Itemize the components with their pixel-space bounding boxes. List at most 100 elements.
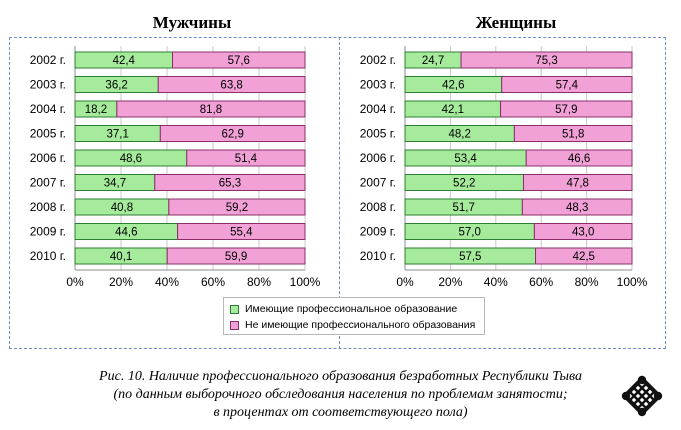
x-tick-label: 0%: [396, 275, 414, 289]
data-label: 59,9: [225, 251, 247, 263]
x-tick-label: 100%: [617, 275, 648, 289]
x-tick-label: 80%: [575, 275, 599, 289]
x-tick-label: 40%: [155, 275, 179, 289]
chart-frame: [9, 37, 666, 349]
data-label: 59,2: [226, 202, 248, 214]
endless-knot-icon: [621, 375, 663, 417]
data-label: 57,5: [459, 251, 481, 263]
bar-segment-without-education: [522, 174, 633, 191]
x-tick-label: 100%: [290, 275, 321, 289]
y-tick-label: 2010 г.: [360, 249, 396, 263]
y-tick-label: 2004 г.: [30, 102, 66, 116]
bar-segment-without-education: [525, 149, 633, 167]
y-tick-label: 2009 г.: [360, 225, 396, 239]
y-tick-label: 2008 г.: [30, 200, 66, 214]
data-label: 57,4: [556, 80, 579, 92]
caption-line-3: в процентах от соответствующего пола): [213, 405, 468, 420]
x-tick-label: 20%: [109, 275, 133, 289]
data-label: 47,8: [567, 178, 589, 190]
data-label: 51,4: [235, 153, 258, 165]
x-tick-label: 80%: [247, 275, 271, 289]
data-label: 43,0: [572, 227, 594, 239]
data-label: 48,6: [120, 153, 142, 165]
chart-divider: [339, 37, 340, 349]
data-label: 52,2: [453, 178, 475, 190]
figure-caption: Рис. 10. Наличие профессионального образ…: [0, 368, 681, 422]
data-label: 44,6: [115, 227, 137, 239]
bar-segment-without-education: [157, 76, 306, 93]
chart-title-women: Женщины: [475, 13, 557, 32]
y-tick-label: 2002 г.: [360, 53, 396, 67]
y-tick-label: 2005 г.: [360, 127, 396, 141]
data-label: 51,7: [452, 202, 474, 214]
data-label: 37,1: [106, 129, 128, 141]
data-label: 18,2: [85, 104, 107, 116]
data-label: 46,6: [568, 153, 590, 165]
data-label: 40,8: [111, 202, 133, 214]
bar-segment-without-education: [166, 247, 306, 265]
bar-segment-without-education: [513, 125, 633, 142]
bar-segment-without-education: [186, 149, 306, 167]
y-tick-label: 2003 г.: [30, 78, 66, 92]
y-tick-label: 2006 г.: [30, 151, 66, 165]
data-label: 40,1: [110, 251, 132, 263]
bar-segment-without-education: [535, 247, 633, 265]
y-tick-label: 2003 г.: [360, 78, 396, 92]
legend-swatch-green: [230, 304, 239, 314]
data-label: 55,4: [230, 227, 253, 239]
y-tick-label: 2009 г.: [30, 225, 66, 239]
data-label: 36,2: [105, 80, 127, 92]
data-label: 65,3: [219, 178, 241, 190]
legend-swatch-pink: [230, 320, 239, 330]
bar-segment-without-education: [116, 100, 306, 118]
data-label: 75,3: [535, 55, 557, 67]
bar-segment-without-education: [154, 174, 306, 191]
y-tick-label: 2004 г.: [360, 102, 396, 116]
data-label: 48,3: [566, 202, 588, 214]
caption-line-2: (по данным выборочного обследования насе…: [113, 387, 568, 402]
bar-segment-without-education: [500, 100, 633, 118]
y-tick-label: 2005 г.: [30, 127, 66, 141]
bar-segment-without-education: [172, 51, 306, 69]
bar-segment-without-education: [533, 223, 633, 240]
data-label: 63,8: [220, 80, 242, 92]
x-tick-label: 60%: [529, 275, 553, 289]
legend-item-without-education: Не имеющие профессионального образования: [230, 317, 478, 333]
data-label: 42,1: [442, 104, 464, 116]
x-tick-label: 20%: [438, 275, 462, 289]
bar-segment-without-education: [501, 76, 633, 93]
legend-label-without-education: Не имеющие профессионального образования: [245, 319, 476, 331]
data-label: 53,4: [454, 153, 477, 165]
data-label: 57,0: [458, 227, 480, 239]
x-tick-label: 40%: [484, 275, 508, 289]
x-tick-label: 0%: [66, 275, 84, 289]
y-tick-label: 2007 г.: [30, 176, 66, 190]
data-label: 24,7: [422, 55, 444, 67]
x-tick-label: 60%: [201, 275, 225, 289]
y-tick-label: 2006 г.: [360, 151, 396, 165]
data-label: 57,9: [555, 104, 577, 116]
data-label: 57,6: [228, 55, 250, 67]
y-tick-label: 2002 г.: [30, 53, 66, 67]
legend: Имеющие профессиональное образование Не …: [223, 297, 485, 335]
y-tick-label: 2007 г.: [360, 176, 396, 190]
data-label: 42,6: [442, 80, 464, 92]
data-label: 42,4: [113, 55, 136, 67]
legend-label-with-education: Имеющие профессиональное образование: [245, 303, 458, 315]
data-label: 81,8: [200, 104, 222, 116]
bar-segment-without-education: [159, 125, 306, 142]
data-label: 51,8: [562, 129, 584, 141]
data-label: 42,5: [573, 251, 595, 263]
data-label: 48,2: [449, 129, 471, 141]
chart-title-men: Мужчины: [152, 13, 232, 32]
caption-line-1: Рис. 10. Наличие профессионального образ…: [99, 369, 582, 384]
data-label: 34,7: [104, 178, 126, 190]
bar-segment-without-education: [521, 198, 633, 216]
legend-item-with-education: Имеющие профессиональное образование: [230, 301, 478, 317]
bar-segment-without-education: [168, 198, 306, 216]
y-tick-label: 2008 г.: [360, 200, 396, 214]
bar-segment-without-education: [460, 51, 633, 69]
y-tick-label: 2010 г.: [30, 249, 66, 263]
bar-segment-without-education: [177, 223, 306, 240]
